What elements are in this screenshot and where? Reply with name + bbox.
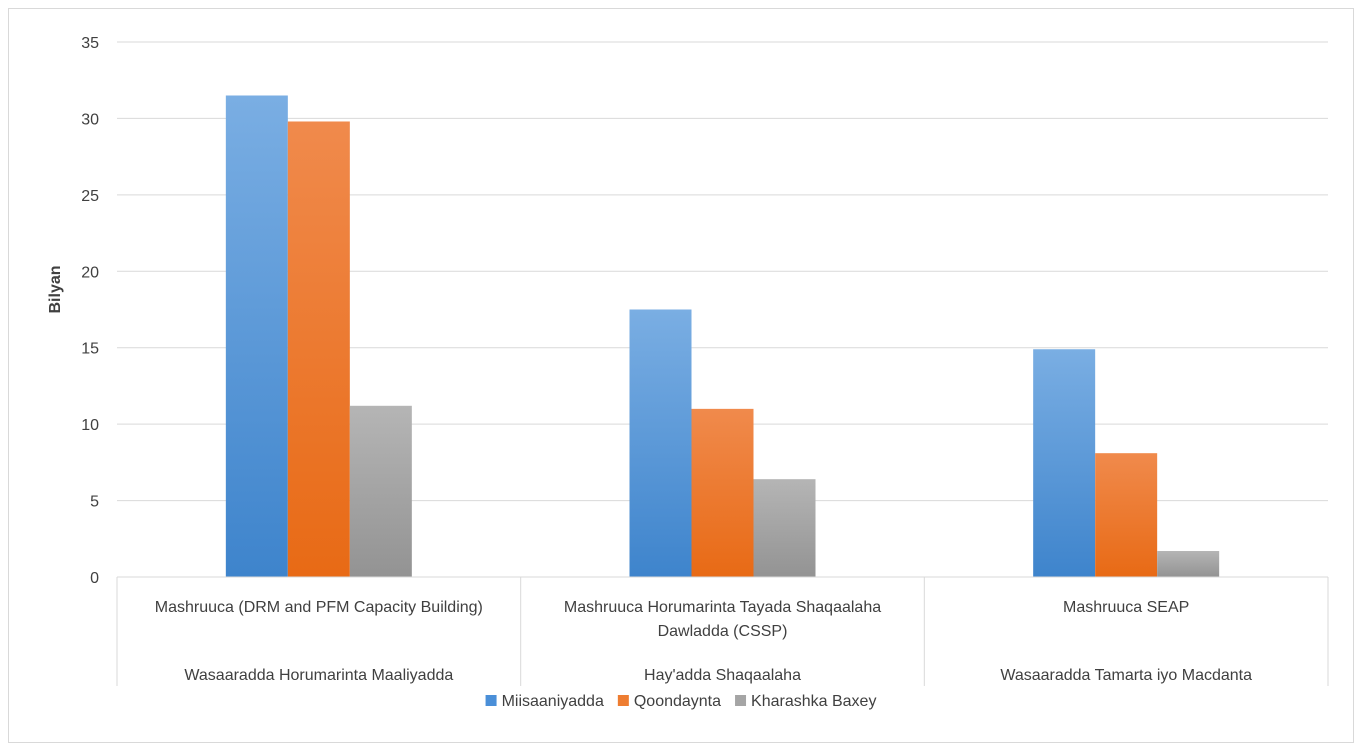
y-axis-label: Bilyan bbox=[47, 265, 64, 313]
category-label: Mashruuca SEAP bbox=[1063, 599, 1189, 616]
bar-miisaaniyadda bbox=[1033, 349, 1096, 577]
category-group-label: Wasaaradda Horumarinta Maaliyadda bbox=[184, 667, 453, 684]
y-tick-label: 15 bbox=[81, 341, 99, 358]
legend-swatch bbox=[617, 695, 629, 706]
bar-qoondaynta bbox=[1095, 453, 1158, 577]
bar-miisaaniyadda bbox=[225, 95, 288, 577]
bar-kharashka-baxey bbox=[349, 405, 412, 577]
category-label: Mashruuca (DRM and PFM Capacity Building… bbox=[155, 599, 483, 616]
legend-label: Qoondaynta bbox=[634, 693, 721, 710]
y-tick-label: 5 bbox=[90, 494, 99, 511]
bar-miisaaniyadda bbox=[629, 309, 692, 577]
y-tick-label: 35 bbox=[81, 35, 99, 52]
y-tick-label: 10 bbox=[81, 417, 99, 434]
bar-qoondaynta bbox=[287, 121, 350, 577]
bar-kharashka-baxey bbox=[753, 479, 816, 577]
legend-label: Miisaaniyadda bbox=[502, 693, 604, 710]
category-group-label: Hay'adda Shaqaalaha bbox=[644, 667, 801, 684]
y-tick-label: 25 bbox=[81, 188, 99, 205]
category-group-label: Wasaaradda Tamarta iyo Macdanta bbox=[1000, 667, 1252, 684]
y-tick-label: 30 bbox=[81, 111, 99, 128]
legend-swatch bbox=[735, 695, 747, 706]
y-tick-label: 0 bbox=[90, 570, 99, 587]
legend-label: Kharashka Baxey bbox=[751, 693, 876, 710]
category-label: Dawladda (CSSP) bbox=[658, 623, 788, 640]
bar-qoondaynta bbox=[691, 408, 754, 577]
category-label: Mashruuca Horumarinta Tayada Shaqaalaha bbox=[564, 599, 881, 616]
y-tick-label: 20 bbox=[81, 264, 99, 281]
legend-swatch bbox=[485, 695, 497, 706]
bar-kharashka-baxey bbox=[1157, 551, 1220, 577]
